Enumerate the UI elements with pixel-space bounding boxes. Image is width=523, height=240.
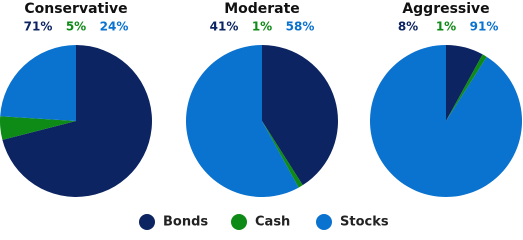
chart-title: Conservative xyxy=(24,1,127,17)
legend-swatch xyxy=(231,214,247,230)
value-label: 8% xyxy=(398,20,418,34)
pie-slice xyxy=(0,116,76,140)
value-label: 1% xyxy=(436,20,456,34)
value-label: 1% xyxy=(252,20,272,34)
pie-slice xyxy=(446,54,487,121)
value-label: 24% xyxy=(100,20,129,34)
legend-label: Cash xyxy=(255,215,290,230)
chart-title: Aggressive xyxy=(402,1,489,17)
value-label: 41% xyxy=(210,20,239,34)
pie-slice xyxy=(185,45,299,197)
pie-slice xyxy=(0,45,76,121)
pie-slice xyxy=(370,45,522,198)
legend-swatch xyxy=(316,214,332,230)
legend-swatch xyxy=(139,214,155,230)
chart: 71% 5% 24% Conservative 41% 1% 58% Moderate 8% 1%… xyxy=(0,1,522,230)
value-label: 91% xyxy=(470,20,499,34)
pie-slice xyxy=(2,45,152,197)
value-label: 5% xyxy=(66,20,86,34)
legend-label: Stocks xyxy=(340,215,389,230)
pie-slice xyxy=(262,45,339,186)
pie-slice xyxy=(446,45,483,121)
pie-slice xyxy=(262,121,303,188)
value-label: 58% xyxy=(286,20,315,34)
value-label: 71% xyxy=(24,20,53,34)
legend-label: Bonds xyxy=(163,215,208,230)
chart-title: Moderate xyxy=(224,1,300,17)
